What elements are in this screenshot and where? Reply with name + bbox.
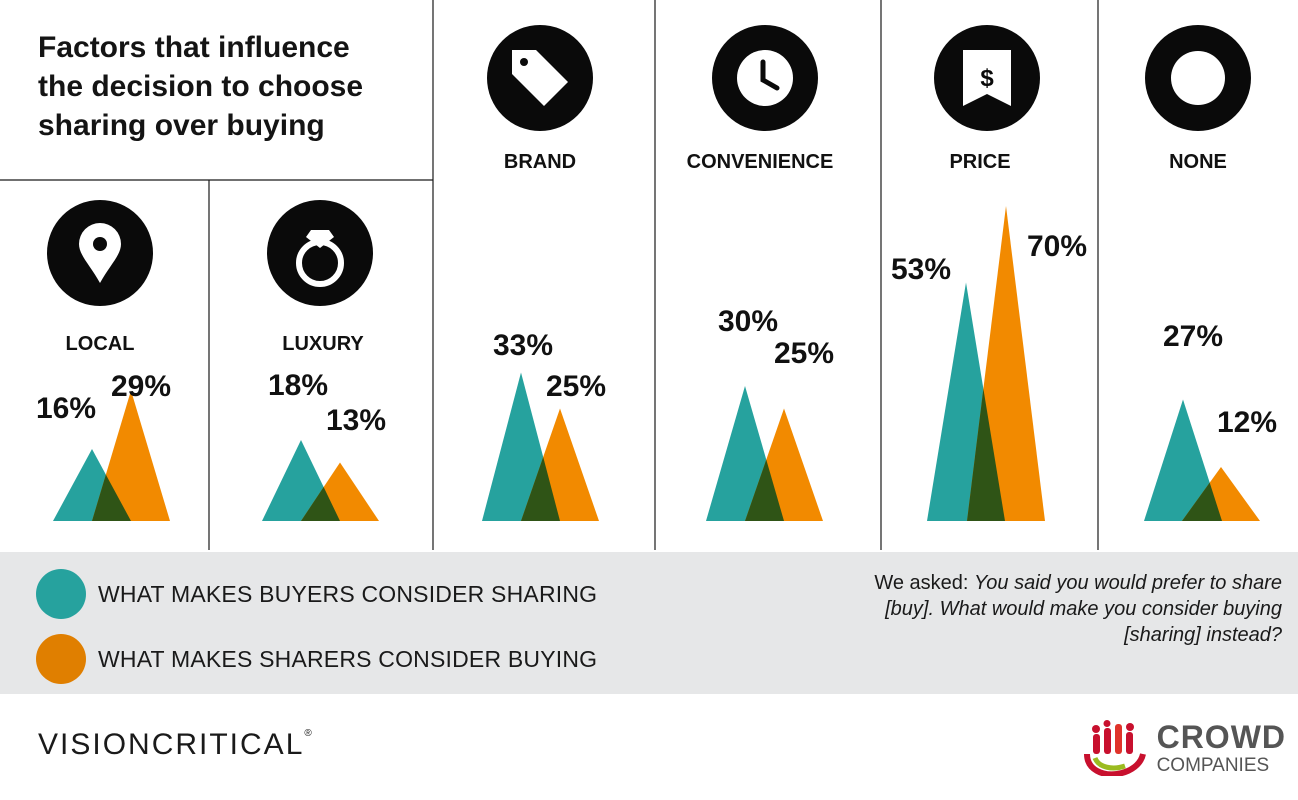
category-label-price: PRICE (949, 151, 1010, 173)
price-tag-icon (487, 25, 593, 131)
dollar-sign: $ (980, 65, 994, 92)
category-label-local: LOCAL (66, 333, 135, 355)
chart-area: LOCAL 16% 29% LUXURY 18%13% BRAND 33% 25% CONVEN… (0, 0, 1277, 550)
crowd-companies-logo: CROWD COMPANIES (1081, 720, 1286, 776)
value-label-buyers-local: 16% (36, 392, 96, 425)
survey-note: We asked: You said you would prefer to s… (862, 570, 1282, 648)
triangle-overlap-convenience (745, 459, 784, 521)
value-label-sharers-convenience: 25% (774, 337, 834, 370)
triangle-overlap-local (92, 474, 131, 521)
pin-hole (93, 237, 107, 251)
clock-hands (760, 59, 780, 91)
registered-mark: ® (304, 728, 314, 739)
value-label-sharers-none: 12% (1217, 406, 1277, 439)
survey-note-question: You said you would prefer to share [buy]… (885, 572, 1282, 646)
triangle-buyers-none (1144, 399, 1222, 521)
empty-circle-icon (1145, 25, 1251, 131)
legend-swatch-buyers (36, 569, 86, 619)
category-label-brand: BRAND (504, 151, 576, 173)
tag-hole (520, 58, 528, 66)
triangle-overlap-brand (521, 456, 560, 521)
legend-label-sharers: WHAT MAKES SHARERS CONSIDER BUYING (98, 645, 598, 672)
value-label-sharers-local: 29% (111, 370, 171, 403)
value-label-buyers-luxury: 18% (268, 369, 328, 402)
map-pin-icon (47, 200, 153, 306)
category-label-none: NONE (1169, 151, 1227, 173)
legend-swatch-sharers (36, 634, 86, 684)
empty-circle-shape (1171, 51, 1225, 105)
ring-diamond (306, 230, 334, 248)
chart-title: Factors that influence the decision to c… (38, 31, 364, 142)
visioncritical-wordmark: VISIONCRITICAL (38, 728, 305, 761)
value-label-buyers-brand: 33% (493, 329, 553, 362)
label-shape (963, 50, 1011, 106)
diamond-ring-icon (267, 200, 373, 306)
crowd-wordmark-line2: COMPANIES (1156, 755, 1270, 776)
pin-shape (79, 223, 121, 283)
triangle-overlap-none (1182, 482, 1222, 521)
value-label-buyers-convenience: 30% (718, 305, 778, 338)
category-label-luxury: LUXURY (282, 333, 364, 355)
category-label-convenience: CONVENIENCE (687, 151, 834, 173)
legend-bar: WHAT MAKES BUYERS CONSIDER SHARING WHAT … (0, 552, 1298, 694)
value-label-sharers-luxury: 13% (326, 404, 386, 437)
triangle-overlap-price (967, 388, 1005, 521)
legend-item-buyers: WHAT MAKES BUYERS CONSIDER SHARING (36, 569, 597, 619)
clock-icon (712, 25, 818, 131)
value-label-sharers-price: 70% (1027, 230, 1087, 263)
visioncritical-logo: VISIONCRITICAL® (38, 728, 314, 762)
diamond-ring-icon-bg (267, 200, 373, 306)
value-label-sharers-brand: 25% (546, 370, 606, 403)
value-label-buyers-none: 27% (1163, 320, 1223, 353)
legend-item-sharers: WHAT MAKES SHARERS CONSIDER BUYING (36, 634, 597, 684)
value-label-buyers-price: 53% (891, 253, 951, 286)
price-label-dollar-icon: $ (934, 25, 1040, 131)
crowd-companies-mark-icon (1083, 720, 1146, 776)
survey-note-prefix: We asked: (874, 572, 969, 594)
crowd-wordmark-line1: CROWD (1156, 719, 1286, 755)
triangle-overlap-luxury (301, 487, 340, 521)
legend-label-buyers: WHAT MAKES BUYERS CONSIDER SHARING (98, 580, 598, 607)
